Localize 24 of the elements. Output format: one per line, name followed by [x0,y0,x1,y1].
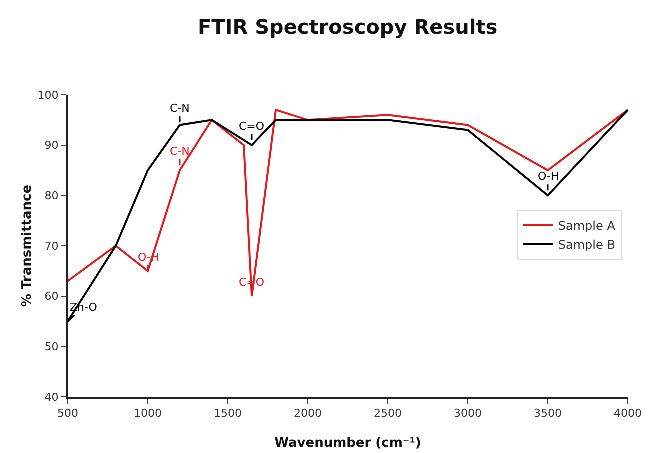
annotation: C-N [170,102,190,115]
x-axis-title: Wavenumber (cm⁻¹) [274,436,422,451]
chart-title: FTIR Spectroscopy Results [198,15,498,39]
y-tick-label: 100 [38,88,59,102]
x-tick-label: 1000 [134,407,162,420]
y-tick-label: 90 [44,139,59,152]
annotation: O-H [538,170,560,183]
x-tick-label: 1500 [214,407,242,420]
y-tick-label: 40 [44,390,59,404]
y-tick-label: 50 [44,340,59,354]
x-tick-label: 3500 [534,407,562,420]
legend-label: Sample B [558,238,616,252]
x-tick-label: 2500 [374,407,402,420]
y-axis-title: % Transmittance [20,184,35,308]
x-tick-label: 2000 [294,407,322,420]
y-tick-label: 70 [44,240,59,253]
y-tick-label: 80 [44,190,59,203]
x-tick-label: 3000 [454,407,482,420]
annotation: C-N [170,145,190,158]
x-tick-label: 4000 [614,407,642,420]
legend-label: Sample A [558,218,616,233]
annotation: C=O [239,120,265,133]
y-tick-label: 60 [44,290,59,304]
x-tick-label: 500 [58,407,78,420]
